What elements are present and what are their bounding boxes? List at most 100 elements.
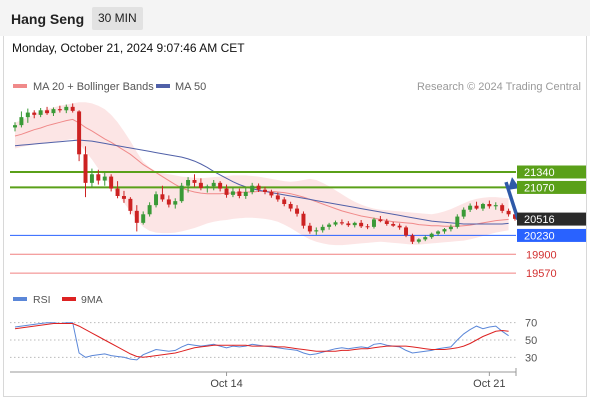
chart-frame bbox=[3, 36, 587, 397]
candle bbox=[436, 231, 441, 234]
candle bbox=[307, 225, 312, 232]
candle bbox=[173, 201, 178, 205]
candle bbox=[352, 222, 357, 226]
rsi-ma-line bbox=[14, 323, 509, 358]
candle bbox=[269, 192, 274, 196]
candle bbox=[301, 213, 306, 226]
candle bbox=[154, 194, 159, 206]
candle bbox=[141, 214, 146, 223]
candle bbox=[109, 176, 114, 189]
candle bbox=[314, 230, 319, 232]
candle bbox=[359, 222, 364, 227]
candle bbox=[25, 112, 30, 118]
ma20-line bbox=[14, 118, 509, 227]
candle bbox=[320, 226, 325, 231]
candle bbox=[198, 182, 203, 188]
rsi-line bbox=[14, 322, 509, 361]
candle bbox=[429, 233, 434, 238]
legend-swatch-ma20 bbox=[13, 84, 27, 88]
candle bbox=[256, 185, 261, 190]
x-tick-label: Oct 21 bbox=[473, 378, 505, 390]
candle bbox=[237, 191, 242, 196]
candle bbox=[115, 188, 120, 196]
candle bbox=[506, 210, 511, 215]
candle bbox=[365, 226, 370, 228]
candle bbox=[339, 222, 344, 224]
candle bbox=[282, 199, 287, 204]
legend-swatch-9ma bbox=[62, 297, 76, 301]
level-label-box bbox=[517, 228, 586, 242]
candle bbox=[128, 198, 133, 211]
candle bbox=[327, 224, 332, 227]
candle bbox=[205, 186, 210, 188]
candle bbox=[404, 227, 409, 236]
candle bbox=[468, 205, 473, 210]
candle bbox=[134, 210, 139, 223]
candle bbox=[346, 223, 351, 226]
candle bbox=[423, 237, 428, 240]
candle bbox=[230, 191, 235, 195]
rsi-tick-label: 70 bbox=[525, 318, 537, 330]
candle bbox=[461, 209, 466, 217]
level-label-19900: 19900 bbox=[526, 249, 557, 261]
candle bbox=[480, 204, 485, 209]
candle bbox=[442, 229, 447, 232]
x-tick-label: Oct 14 bbox=[210, 378, 242, 390]
candle bbox=[19, 117, 24, 126]
candle bbox=[166, 199, 171, 205]
candle bbox=[32, 112, 37, 115]
candle bbox=[263, 189, 267, 192]
candle bbox=[513, 214, 517, 219]
candle bbox=[211, 182, 216, 187]
candle bbox=[102, 176, 107, 181]
candle bbox=[186, 180, 191, 186]
legend-label-ma20: MA 20 + Bollinger Bands bbox=[33, 81, 154, 93]
candle bbox=[493, 205, 498, 207]
candle bbox=[384, 221, 389, 224]
chart-header: Hang Seng 30 MIN bbox=[0, 0, 590, 36]
candle bbox=[243, 192, 248, 196]
candle bbox=[333, 222, 338, 225]
bollinger-band bbox=[15, 102, 509, 246]
candle bbox=[474, 205, 479, 209]
candle bbox=[455, 216, 460, 227]
legend-label-9ma: 9MA bbox=[81, 294, 103, 306]
rsi-tick-label: 30 bbox=[525, 352, 537, 364]
candle bbox=[371, 219, 376, 227]
interval-button[interactable]: 30 MIN bbox=[92, 7, 143, 30]
candle bbox=[448, 226, 453, 230]
candle bbox=[160, 194, 165, 200]
candle bbox=[192, 180, 197, 183]
candle bbox=[295, 208, 300, 214]
candle bbox=[77, 111, 82, 155]
candle bbox=[83, 154, 88, 183]
candle bbox=[218, 182, 223, 189]
candle bbox=[96, 174, 101, 181]
candle bbox=[500, 205, 505, 211]
candle bbox=[250, 185, 255, 192]
legend-label-ma50: MA 50 bbox=[175, 81, 206, 93]
candle bbox=[45, 110, 50, 114]
instrument-title: Hang Seng bbox=[11, 11, 85, 27]
legend-label-rsi: RSI bbox=[33, 294, 51, 306]
level-label-21070: 21070 bbox=[524, 182, 555, 194]
candle bbox=[391, 224, 396, 226]
candle bbox=[64, 106, 69, 111]
level-label-box bbox=[517, 165, 586, 179]
candle bbox=[13, 125, 17, 128]
candle bbox=[397, 225, 402, 228]
candle bbox=[147, 205, 152, 215]
legend-swatch-rsi bbox=[13, 297, 27, 301]
candle bbox=[57, 109, 62, 111]
attribution-text: Research © 2024 Trading Central bbox=[417, 81, 581, 93]
level-label-box bbox=[517, 180, 586, 194]
candle bbox=[89, 174, 94, 183]
candle bbox=[224, 188, 229, 195]
chart-timestamp: Monday, October 21, 2024 9:07:46 AM CET bbox=[12, 41, 245, 55]
level-label-box bbox=[517, 212, 586, 226]
legend-swatch-ma50 bbox=[156, 84, 170, 88]
candle bbox=[378, 219, 383, 222]
candle bbox=[275, 195, 280, 200]
level-label-19570: 19570 bbox=[526, 268, 557, 280]
